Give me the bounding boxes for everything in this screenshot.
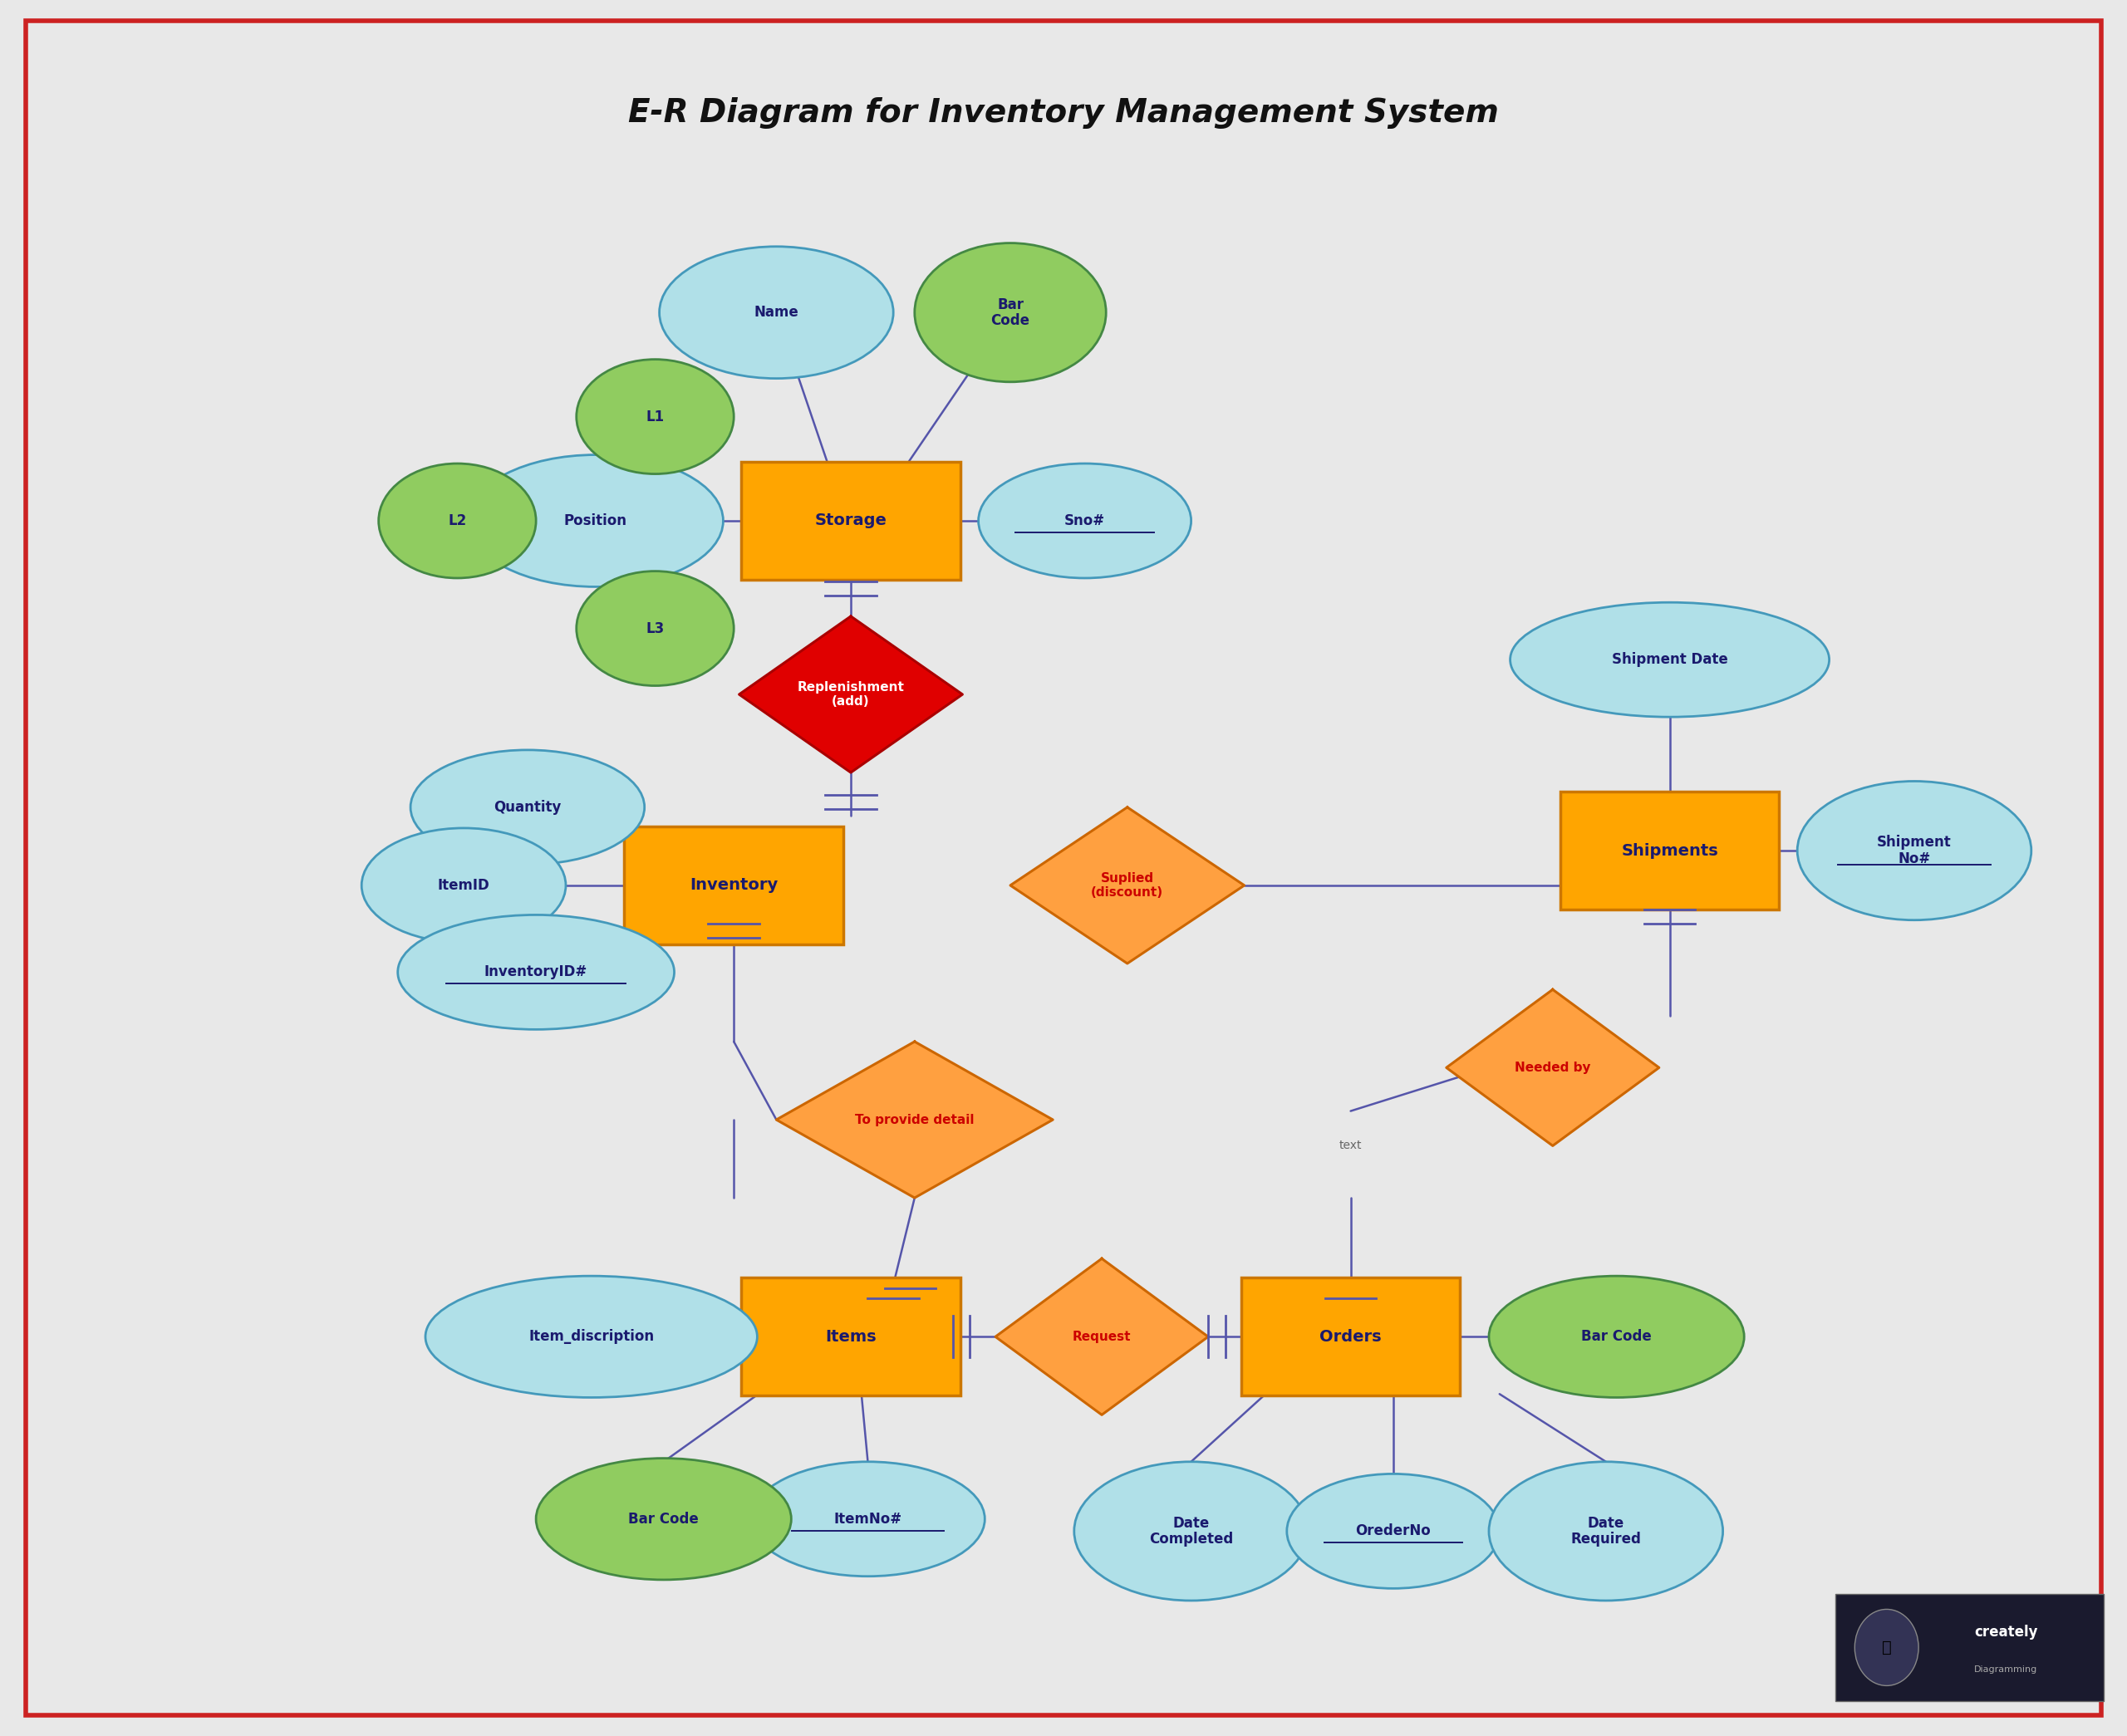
Text: L3: L3 bbox=[647, 621, 664, 635]
Polygon shape bbox=[776, 1042, 1053, 1198]
Text: Shipment
No#: Shipment No# bbox=[1876, 835, 1953, 866]
Text: text: text bbox=[1340, 1141, 1361, 1151]
Text: Date
Completed: Date Completed bbox=[1149, 1516, 1234, 1547]
Text: Date
Required: Date Required bbox=[1570, 1516, 1642, 1547]
Text: creately: creately bbox=[1974, 1625, 2038, 1641]
Ellipse shape bbox=[379, 464, 536, 578]
Text: Bar
Code: Bar Code bbox=[991, 297, 1029, 328]
Ellipse shape bbox=[915, 243, 1106, 382]
Text: L1: L1 bbox=[647, 410, 664, 424]
Text: Quantity: Quantity bbox=[493, 800, 562, 814]
Text: Sno#: Sno# bbox=[1064, 514, 1106, 528]
FancyBboxPatch shape bbox=[1561, 792, 1778, 910]
Text: Name: Name bbox=[755, 306, 798, 319]
Text: Request: Request bbox=[1072, 1330, 1132, 1344]
Ellipse shape bbox=[1489, 1276, 1744, 1397]
Ellipse shape bbox=[576, 571, 734, 686]
Ellipse shape bbox=[425, 1276, 757, 1397]
FancyBboxPatch shape bbox=[1242, 1278, 1461, 1396]
Text: E-R Diagram for Inventory Management System: E-R Diagram for Inventory Management Sys… bbox=[627, 97, 1500, 128]
Text: Items: Items bbox=[825, 1328, 876, 1345]
Text: Bar Code: Bar Code bbox=[627, 1512, 700, 1526]
Ellipse shape bbox=[1489, 1462, 1723, 1601]
Text: Position: Position bbox=[564, 514, 627, 528]
Ellipse shape bbox=[398, 915, 674, 1029]
Text: 💡: 💡 bbox=[1882, 1639, 1891, 1656]
Text: Bar Code: Bar Code bbox=[1580, 1330, 1653, 1344]
Text: Shipment Date: Shipment Date bbox=[1612, 653, 1727, 667]
Text: Needed by: Needed by bbox=[1514, 1061, 1591, 1075]
Polygon shape bbox=[995, 1259, 1208, 1415]
Text: L2: L2 bbox=[449, 514, 466, 528]
Ellipse shape bbox=[1510, 602, 1829, 717]
Ellipse shape bbox=[362, 828, 566, 943]
Ellipse shape bbox=[536, 1458, 791, 1580]
Ellipse shape bbox=[1855, 1609, 1919, 1686]
FancyBboxPatch shape bbox=[742, 1278, 961, 1396]
Text: To provide detail: To provide detail bbox=[855, 1113, 974, 1127]
Ellipse shape bbox=[576, 359, 734, 474]
Text: Replenishment
(add): Replenishment (add) bbox=[798, 681, 904, 708]
Ellipse shape bbox=[978, 464, 1191, 578]
Text: ItemNo#: ItemNo# bbox=[834, 1512, 902, 1526]
Text: Suplied
(discount): Suplied (discount) bbox=[1091, 871, 1163, 899]
Text: Diagramming: Diagramming bbox=[1974, 1665, 2038, 1674]
FancyBboxPatch shape bbox=[1836, 1594, 2104, 1701]
Text: Inventory: Inventory bbox=[689, 877, 778, 894]
Text: Orders: Orders bbox=[1319, 1328, 1383, 1345]
FancyBboxPatch shape bbox=[625, 826, 842, 944]
Ellipse shape bbox=[1797, 781, 2031, 920]
Ellipse shape bbox=[1287, 1474, 1500, 1588]
Ellipse shape bbox=[411, 750, 644, 865]
FancyBboxPatch shape bbox=[742, 462, 961, 580]
Text: Item_discription: Item_discription bbox=[527, 1330, 655, 1344]
Polygon shape bbox=[1010, 807, 1244, 963]
Ellipse shape bbox=[468, 455, 723, 587]
Polygon shape bbox=[740, 616, 964, 773]
Ellipse shape bbox=[751, 1462, 985, 1576]
Text: InventoryID#: InventoryID# bbox=[485, 965, 587, 979]
Text: OrederNo: OrederNo bbox=[1355, 1524, 1431, 1538]
Polygon shape bbox=[1446, 990, 1659, 1146]
Ellipse shape bbox=[1074, 1462, 1308, 1601]
Text: Shipments: Shipments bbox=[1621, 842, 1719, 859]
Ellipse shape bbox=[659, 247, 893, 378]
Text: Storage: Storage bbox=[815, 512, 887, 529]
Text: ItemID: ItemID bbox=[438, 878, 489, 892]
